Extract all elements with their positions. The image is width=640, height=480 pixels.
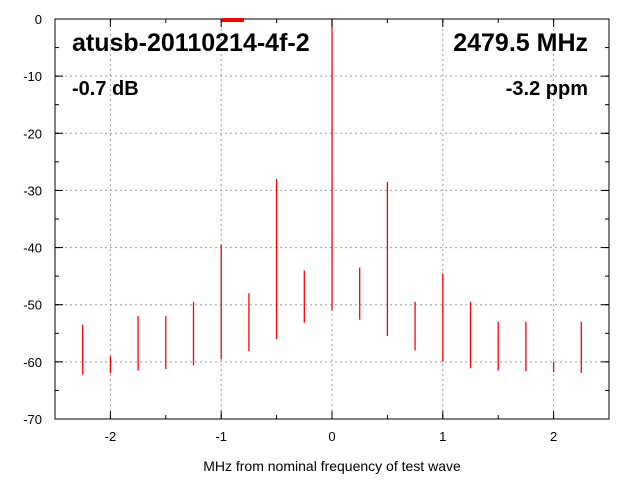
level-label: -0.7 dB — [72, 78, 139, 100]
x-tick-label: 0 — [328, 429, 335, 444]
plot-frame — [54, 18, 610, 420]
y-tick-label: -30 — [23, 183, 42, 198]
y-tick-label: 0 — [35, 12, 42, 27]
x-axis-title: MHz from nominal frequency of test wave — [203, 458, 461, 474]
x-tick-label: -1 — [215, 429, 227, 444]
y-tick-label: -60 — [23, 355, 42, 370]
y-tick-label: -70 — [23, 412, 42, 427]
y-tick-label: -40 — [23, 241, 42, 256]
y-tick-label: -10 — [23, 69, 42, 84]
x-tick-label: -2 — [105, 429, 117, 444]
x-tick-label: 1 — [439, 429, 446, 444]
y-tick-label: -20 — [23, 126, 42, 141]
frequency-label: 2479.5 MHz — [453, 29, 588, 57]
legend-swatch — [222, 18, 244, 22]
x-tick-label: 2 — [550, 429, 557, 444]
y-tick-label: -50 — [23, 298, 42, 313]
device-label: atusb-20110214-4f-2 — [72, 29, 310, 57]
offset-label: -3.2 ppm — [506, 78, 588, 100]
